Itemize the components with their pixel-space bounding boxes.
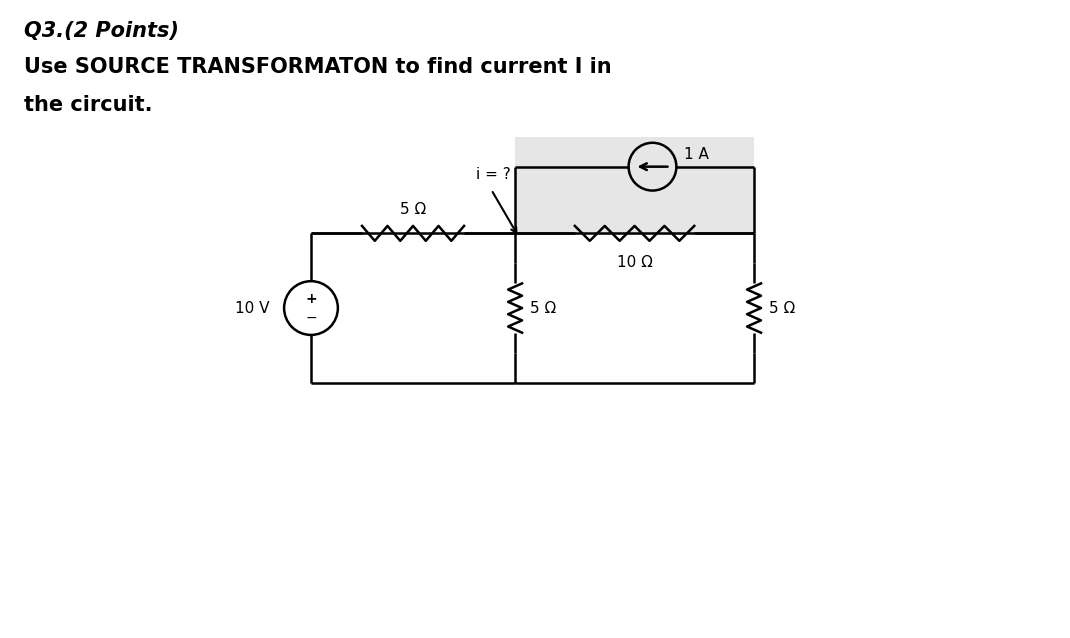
Text: +: + (305, 292, 317, 306)
Text: Use SOURCE TRANSFORMATON to find current I in: Use SOURCE TRANSFORMATON to find current… (25, 57, 612, 77)
Text: 5 Ω: 5 Ω (769, 300, 795, 316)
Text: 10 Ω: 10 Ω (616, 255, 653, 271)
Bar (515, 137, 754, 235)
Text: 5 Ω: 5 Ω (530, 300, 556, 316)
Text: Q3.(2 Points): Q3.(2 Points) (25, 21, 179, 41)
Text: 1 A: 1 A (685, 147, 709, 162)
Text: 10 V: 10 V (234, 300, 270, 316)
Text: 5 Ω: 5 Ω (400, 202, 426, 218)
Text: −: − (305, 311, 317, 325)
Text: i = ?: i = ? (476, 167, 511, 182)
Text: the circuit.: the circuit. (25, 95, 153, 115)
